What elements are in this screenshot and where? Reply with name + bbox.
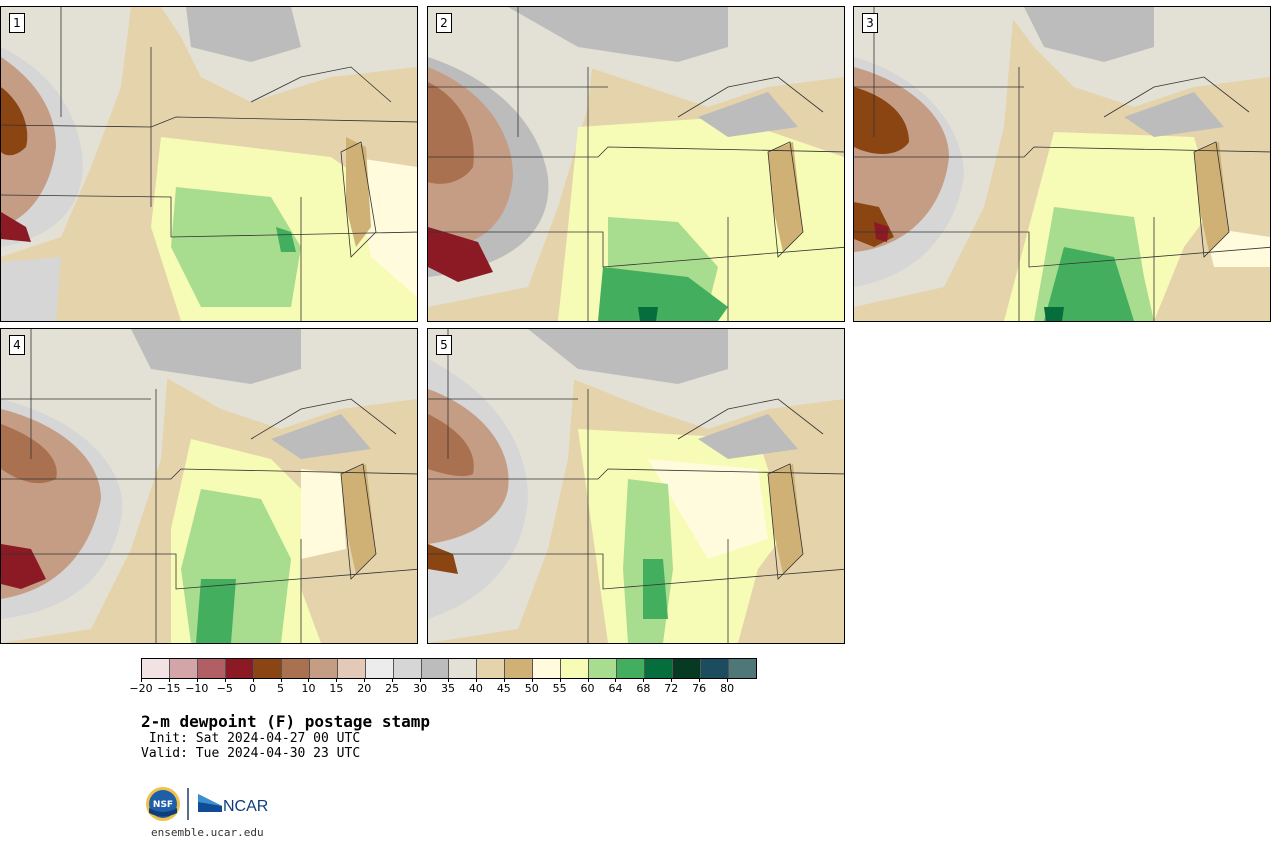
colorbar-segment	[253, 659, 282, 678]
dewpoint-map	[1, 7, 417, 321]
colorbar-tick-mark	[420, 678, 422, 682]
colorbar-tick-label: −10	[185, 682, 209, 695]
website-url: ensemble.ucar.edu	[151, 826, 264, 839]
colorbar-tick-label: 60	[580, 682, 595, 695]
colorbar-segment	[645, 659, 674, 678]
colorbar-tick-label: 55	[552, 682, 567, 695]
colorbar-segment	[729, 659, 756, 678]
colorbar-segment	[449, 659, 478, 678]
colorbar-tick-mark	[196, 678, 198, 682]
colorbar-tick-mark	[392, 678, 394, 682]
colorbar-tick-label: −20	[129, 682, 153, 695]
colorbar-tick-label: 5	[277, 682, 285, 695]
init-time: Init: Sat 2024-04-27 00 UTC	[141, 731, 361, 746]
colorbar-tick-mark	[252, 678, 254, 682]
colorbar-tick-label: 30	[413, 682, 428, 695]
colorbar-tick-mark	[727, 678, 729, 682]
colorbar-segment	[701, 659, 730, 678]
colorbar-tick-label: 76	[692, 682, 707, 695]
dewpoint-map	[428, 7, 844, 321]
colorbar-segment	[365, 659, 394, 678]
colorbar-segment	[281, 659, 310, 678]
colorbar-tick-mark	[168, 678, 170, 682]
panel-number: 1	[9, 13, 25, 33]
colorbar-tick-label: 40	[468, 682, 483, 695]
colorbar-tick-mark	[587, 678, 589, 682]
valid-time: Valid: Tue 2024-04-30 23 UTC	[141, 746, 361, 761]
colorbar-tick-label: 20	[357, 682, 372, 695]
panel-number: 2	[436, 13, 452, 33]
colorbar-tick-label: 15	[329, 682, 344, 695]
colorbar-tick-label: 72	[664, 682, 679, 695]
postage-stamp-panel-3: 3	[853, 6, 1271, 322]
colorbar-segment	[589, 659, 618, 678]
colorbar-segment	[421, 659, 450, 678]
colorbar-segment	[477, 659, 506, 678]
colorbar-tick-label: 35	[441, 682, 455, 695]
colorbar-segment	[393, 659, 422, 678]
colorbar-segment	[142, 659, 170, 678]
colorbar-tick-label: 50	[524, 682, 539, 695]
colorbar-tick-mark	[503, 678, 505, 682]
colorbar-tick-mark	[699, 678, 701, 682]
colorbar-tick-mark	[280, 678, 282, 682]
colorbar-segment	[309, 659, 338, 678]
colorbar-tick-mark	[364, 678, 366, 682]
postage-stamp-panel-2: 2	[427, 6, 845, 322]
chart-title: 2-m dewpoint (F) postage stamp	[141, 712, 430, 731]
colorbar-tick-label: 45	[496, 682, 511, 695]
colorbar-segment	[505, 659, 534, 678]
dewpoint-map	[428, 329, 844, 643]
nsf-logo-icon: NSF	[146, 787, 180, 821]
colorbar-tick-mark	[448, 678, 449, 682]
colorbar-tick-label: 25	[385, 682, 400, 695]
nsf-ncar-logo: NSF NCAR	[146, 787, 268, 821]
colorbar-tick-mark	[559, 678, 561, 682]
postage-stamp-panel-5: 5	[427, 328, 845, 644]
colorbar-tick-label: 68	[636, 682, 651, 695]
colorbar-tick-mark	[224, 678, 226, 682]
colorbar-segment	[533, 659, 562, 678]
colorbar-segment	[169, 659, 198, 678]
colorbar-segment	[673, 659, 702, 678]
nsf-logo-text: NSF	[153, 800, 173, 810]
colorbar-tick-mark	[643, 678, 645, 682]
colorbar-segment	[617, 659, 646, 678]
logos: NSF NCAR	[146, 786, 276, 822]
colorbar-segment	[561, 659, 590, 678]
colorbar-tick-label: 0	[249, 682, 257, 695]
colorbar-segment	[337, 659, 366, 678]
colorbar-tick-mark	[531, 678, 533, 682]
colorbar-tick-mark	[615, 678, 617, 682]
postage-stamp-panel-4: 4	[0, 328, 418, 644]
dewpoint-map	[1, 329, 417, 643]
panel-number: 5	[436, 335, 452, 355]
colorbar-tick-label: −15	[157, 682, 181, 695]
colorbar-tick-mark	[141, 678, 142, 682]
colorbar-tick-mark	[336, 678, 338, 682]
colorbar-tick-label: 10	[301, 682, 316, 695]
colorbar-tick-mark	[671, 678, 673, 682]
colorbar-segment	[197, 659, 226, 678]
dewpoint-map	[854, 7, 1270, 321]
panel-number: 3	[862, 13, 878, 33]
ncar-logo-text: NCAR	[223, 798, 268, 815]
colorbar-tick-mark	[308, 678, 310, 682]
colorbar-tick-label: 64	[608, 682, 623, 695]
colorbar-tick-label: 80	[720, 682, 735, 695]
colorbar-tick-mark	[475, 678, 477, 682]
panel-number: 4	[9, 335, 25, 355]
postage-stamp-panel-1: 1	[0, 6, 418, 322]
colorbar-segment	[225, 659, 254, 678]
ncar-logo-icon: NCAR	[198, 794, 268, 815]
colorbar-tick-label: −5	[216, 682, 233, 695]
colorbar	[141, 658, 757, 679]
